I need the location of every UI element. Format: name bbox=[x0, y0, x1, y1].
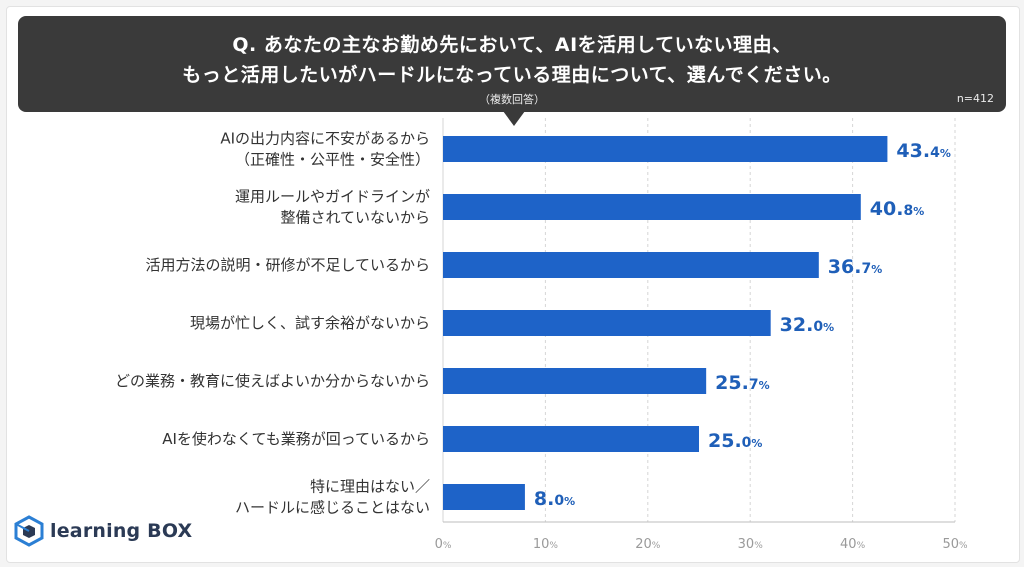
category-label: 整備されていないから bbox=[280, 209, 430, 227]
category-label: ハードルに感じることはない bbox=[235, 499, 430, 517]
x-tick-label: 20% bbox=[635, 537, 661, 552]
bar-value-label: 32.0% bbox=[780, 314, 834, 336]
category-label: 現場が忙しく、試す余裕がないから bbox=[190, 314, 430, 332]
bar bbox=[443, 310, 771, 336]
learningbox-logo: learning BOX bbox=[14, 514, 192, 548]
sample-size-label: n=412 bbox=[956, 92, 994, 105]
bar bbox=[443, 426, 699, 452]
bar bbox=[443, 194, 861, 220]
category-label: （正確性・公平性・安全性） bbox=[235, 151, 430, 169]
question-header: Q. あなたの主なお勤め先において、AIを活用していない理由、 もっと活用したい… bbox=[18, 16, 1006, 112]
bar-value-label: 25.0% bbox=[708, 430, 762, 452]
bar-value-label: 25.7% bbox=[715, 372, 769, 394]
header-pointer bbox=[503, 111, 525, 126]
bar bbox=[443, 252, 819, 278]
bar-value-label: 43.4% bbox=[896, 140, 950, 162]
category-label: 活用方法の説明・研修が不足しているから bbox=[145, 256, 430, 274]
x-tick-label: 10% bbox=[533, 537, 559, 552]
multiple-answer-note: （複数回答） bbox=[479, 93, 545, 106]
question-title-line-1: Q. あなたの主なお勤め先において、AIを活用していない理由、 bbox=[232, 34, 792, 56]
x-tick-label: 30% bbox=[738, 537, 764, 552]
bar bbox=[443, 136, 888, 162]
x-tick-label: 40% bbox=[840, 537, 866, 552]
logo-text: learning BOX bbox=[50, 520, 193, 542]
bar-value-label: 8.0% bbox=[534, 488, 575, 510]
question-title-line-2: もっと活用したいがハードルになっている理由について、選んでください。 bbox=[182, 64, 842, 86]
category-label: 運用ルールやガイドラインが bbox=[235, 188, 430, 206]
x-tick-label: 50% bbox=[942, 537, 968, 552]
category-label: 特に理由はない／ bbox=[310, 478, 430, 496]
category-label: AIを使わなくても業務が回っているから bbox=[162, 430, 430, 448]
bar-value-label: 36.7% bbox=[828, 256, 882, 278]
cube-logo-icon bbox=[14, 515, 44, 547]
bar-value-label: 40.8% bbox=[870, 198, 924, 220]
bar bbox=[443, 368, 707, 394]
bar bbox=[443, 484, 525, 510]
category-label: AIの出力内容に不安があるから bbox=[220, 130, 430, 148]
category-label: どの業務・教育に使えばよいか分からないから bbox=[115, 372, 430, 390]
x-tick-label: 0% bbox=[435, 537, 452, 552]
